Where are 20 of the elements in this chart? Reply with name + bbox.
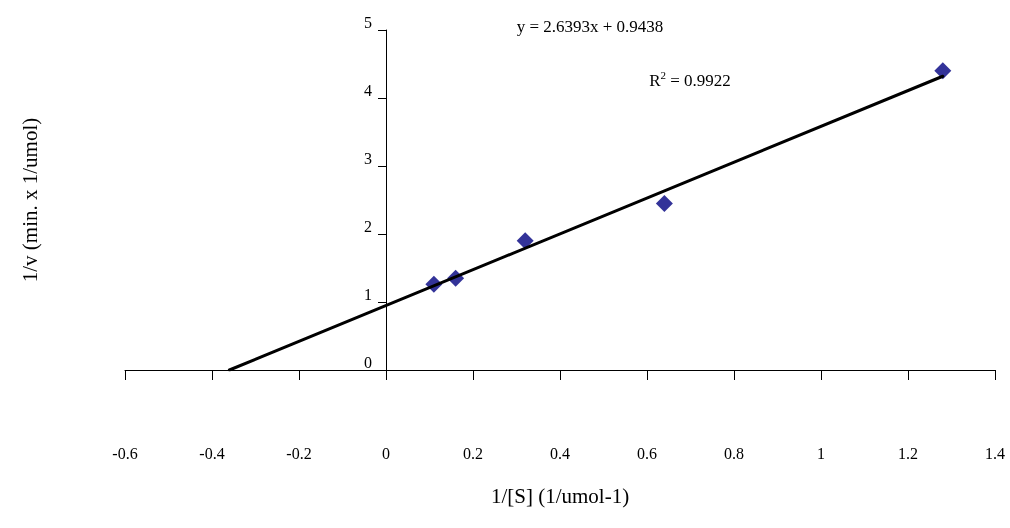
x-tick-label: 0.2	[463, 444, 483, 462]
x-tick-label: 1	[817, 444, 825, 462]
y-tick-label: 1	[364, 285, 372, 303]
y-tick-label: 3	[364, 149, 372, 167]
x-tick-label: 1.4	[985, 444, 1005, 462]
y-tick-label: 4	[364, 81, 372, 99]
x-tick-label: 0.6	[637, 444, 657, 462]
x-tick-label: 0.8	[724, 444, 744, 462]
annotation: y = 2.6393x + 0.9438	[516, 16, 664, 36]
x-tick-label: 1.2	[898, 444, 918, 462]
x-tick-label: -0.2	[286, 444, 312, 462]
x-tick-label: -0.4	[199, 444, 225, 462]
x-tick-label: 0.4	[550, 444, 570, 462]
y-tick-label: 5	[364, 13, 372, 31]
y-axis-title: 1/v (min. x 1/umol)	[18, 117, 42, 283]
y-tick-label: 0	[364, 353, 372, 371]
y-tick-label: 2	[364, 217, 372, 235]
x-tick-label: -0.6	[112, 444, 138, 462]
x-axis-title: 1/[S] (1/umol-1)	[490, 483, 630, 508]
x-tick-label: 0	[382, 444, 390, 462]
